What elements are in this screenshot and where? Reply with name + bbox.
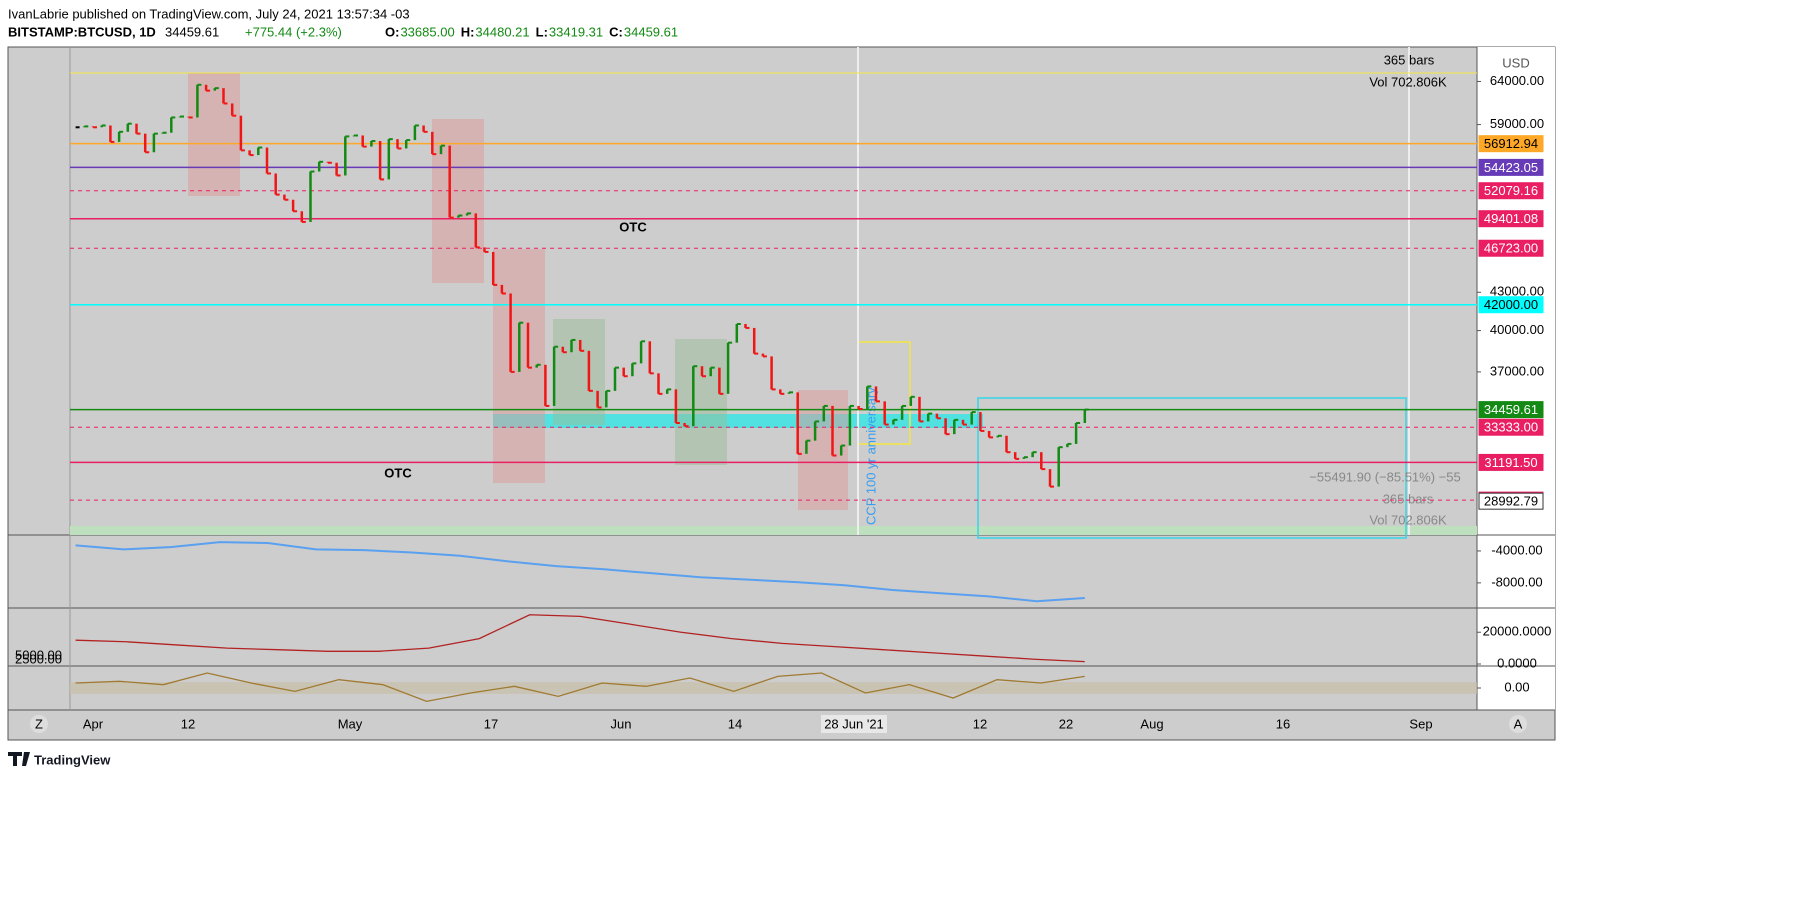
x-tick-label: 22 bbox=[1059, 716, 1073, 731]
button[interactable] bbox=[1509, 715, 1527, 733]
annotation: Vol 702.806K bbox=[1369, 512, 1447, 527]
x-tick-label: May bbox=[338, 716, 363, 731]
price-label: 31191.50 bbox=[1484, 455, 1537, 470]
annotation: 365 bars bbox=[1383, 491, 1434, 506]
measure-box bbox=[977, 397, 1407, 539]
price-label: 34459.61 bbox=[1484, 402, 1538, 417]
brand: TradingView bbox=[34, 752, 111, 767]
y-tick-label: 0.00 bbox=[1504, 679, 1529, 694]
momentum-line bbox=[75, 672, 1085, 703]
y-tick-label: 20000.0000 bbox=[1483, 624, 1552, 639]
ohlc-value: 33419.31 bbox=[549, 24, 603, 39]
annotation: Vol 702.806K bbox=[1369, 74, 1447, 89]
annotation: OTC bbox=[619, 219, 647, 234]
ohlc-key: L: bbox=[536, 24, 548, 39]
annotation: CCP 100 yr anniversary bbox=[863, 387, 878, 525]
ohlc-value: 33685.00 bbox=[400, 24, 454, 39]
zone bbox=[493, 414, 983, 428]
y-tick-label: 5000.00 bbox=[15, 647, 62, 662]
x-tick-label: Sep bbox=[1409, 716, 1432, 731]
button[interactable] bbox=[30, 715, 48, 733]
x-tick-label: Apr bbox=[83, 716, 104, 731]
x-tick-label: 17 bbox=[484, 716, 498, 731]
author-line: IvanLabrie published on TradingView.com,… bbox=[8, 6, 410, 21]
price-axis bbox=[1477, 47, 1555, 710]
button-label[interactable]: Z bbox=[35, 716, 43, 731]
volume-line bbox=[75, 614, 1085, 663]
price-label-bg bbox=[1478, 158, 1544, 176]
y-tick-label: 59000.00 bbox=[1490, 116, 1544, 131]
ohlc-key: C: bbox=[609, 24, 623, 39]
y-tick-label: 64000.00 bbox=[1490, 73, 1544, 88]
price-label: 42000.00 bbox=[1484, 297, 1538, 312]
price-label-bg bbox=[1478, 492, 1544, 510]
button-label[interactable]: A bbox=[1514, 716, 1523, 731]
logo bbox=[8, 752, 30, 766]
x-tick-label: 28 Jun '21 bbox=[824, 716, 884, 731]
price-label-bg bbox=[1478, 453, 1544, 471]
ohlc-value: 34459.61 bbox=[624, 24, 678, 39]
y-tick-label: -4000.00 bbox=[1491, 542, 1542, 557]
ohlc-key: H: bbox=[461, 24, 475, 39]
annotation: 365 bars bbox=[1384, 52, 1435, 67]
x-tick-label: Aug bbox=[1140, 716, 1163, 731]
x-tick-label: Jun bbox=[611, 716, 632, 731]
price-label: 49401.08 bbox=[1484, 211, 1538, 226]
annotation: −55491.90 (−85.51%) −55 bbox=[1309, 469, 1460, 484]
price-label: 52079.16 bbox=[1484, 183, 1538, 198]
last: 34459.61 bbox=[165, 24, 219, 39]
box bbox=[675, 339, 727, 465]
change: +775.44 (+2.3%) bbox=[245, 24, 342, 39]
y-tick-label: 2500.00 bbox=[15, 651, 62, 666]
x-tick-label: 12 bbox=[973, 716, 987, 731]
price-label-bg bbox=[1478, 135, 1544, 153]
price-label-bg bbox=[1478, 401, 1544, 419]
currency: USD bbox=[1502, 55, 1529, 70]
ohlc-key: O: bbox=[385, 24, 399, 39]
price-label: 56912.94 bbox=[1484, 136, 1538, 151]
band bbox=[70, 682, 1477, 694]
x-tick-label: 14 bbox=[728, 716, 742, 731]
y-tick-label: -8000.00 bbox=[1491, 574, 1542, 589]
box bbox=[188, 73, 240, 196]
price-label: 33333.00 bbox=[1484, 420, 1538, 435]
price-label: 28992.79 bbox=[1484, 494, 1538, 509]
price-label-bg bbox=[1478, 182, 1544, 200]
price-label-bg bbox=[1478, 210, 1544, 228]
y-tick-label: 43000.00 bbox=[1490, 284, 1544, 299]
y-tick-label: 40000.00 bbox=[1490, 322, 1544, 337]
annotation: OTC bbox=[384, 465, 412, 480]
zone bbox=[70, 526, 1477, 535]
price-label-bg bbox=[1478, 239, 1544, 257]
y-tick-label: 0.0000 bbox=[1497, 655, 1537, 670]
symbol: BITSTAMP:BTCUSD, 1D bbox=[8, 24, 156, 39]
price-label-bg bbox=[1478, 296, 1544, 314]
price-label-bg bbox=[1478, 418, 1544, 436]
ohlc-value: 34480.21 bbox=[475, 24, 529, 39]
box bbox=[553, 319, 605, 425]
crosshair-label-bg bbox=[821, 715, 887, 733]
x-tick-label: 16 bbox=[1276, 716, 1290, 731]
oscillator-line bbox=[75, 541, 1085, 603]
y-tick-label: 37000.00 bbox=[1490, 363, 1544, 378]
price-label: 46723.00 bbox=[1484, 241, 1538, 256]
x-tick-label: 12 bbox=[181, 716, 195, 731]
price-label: 54423.05 bbox=[1484, 160, 1538, 175]
